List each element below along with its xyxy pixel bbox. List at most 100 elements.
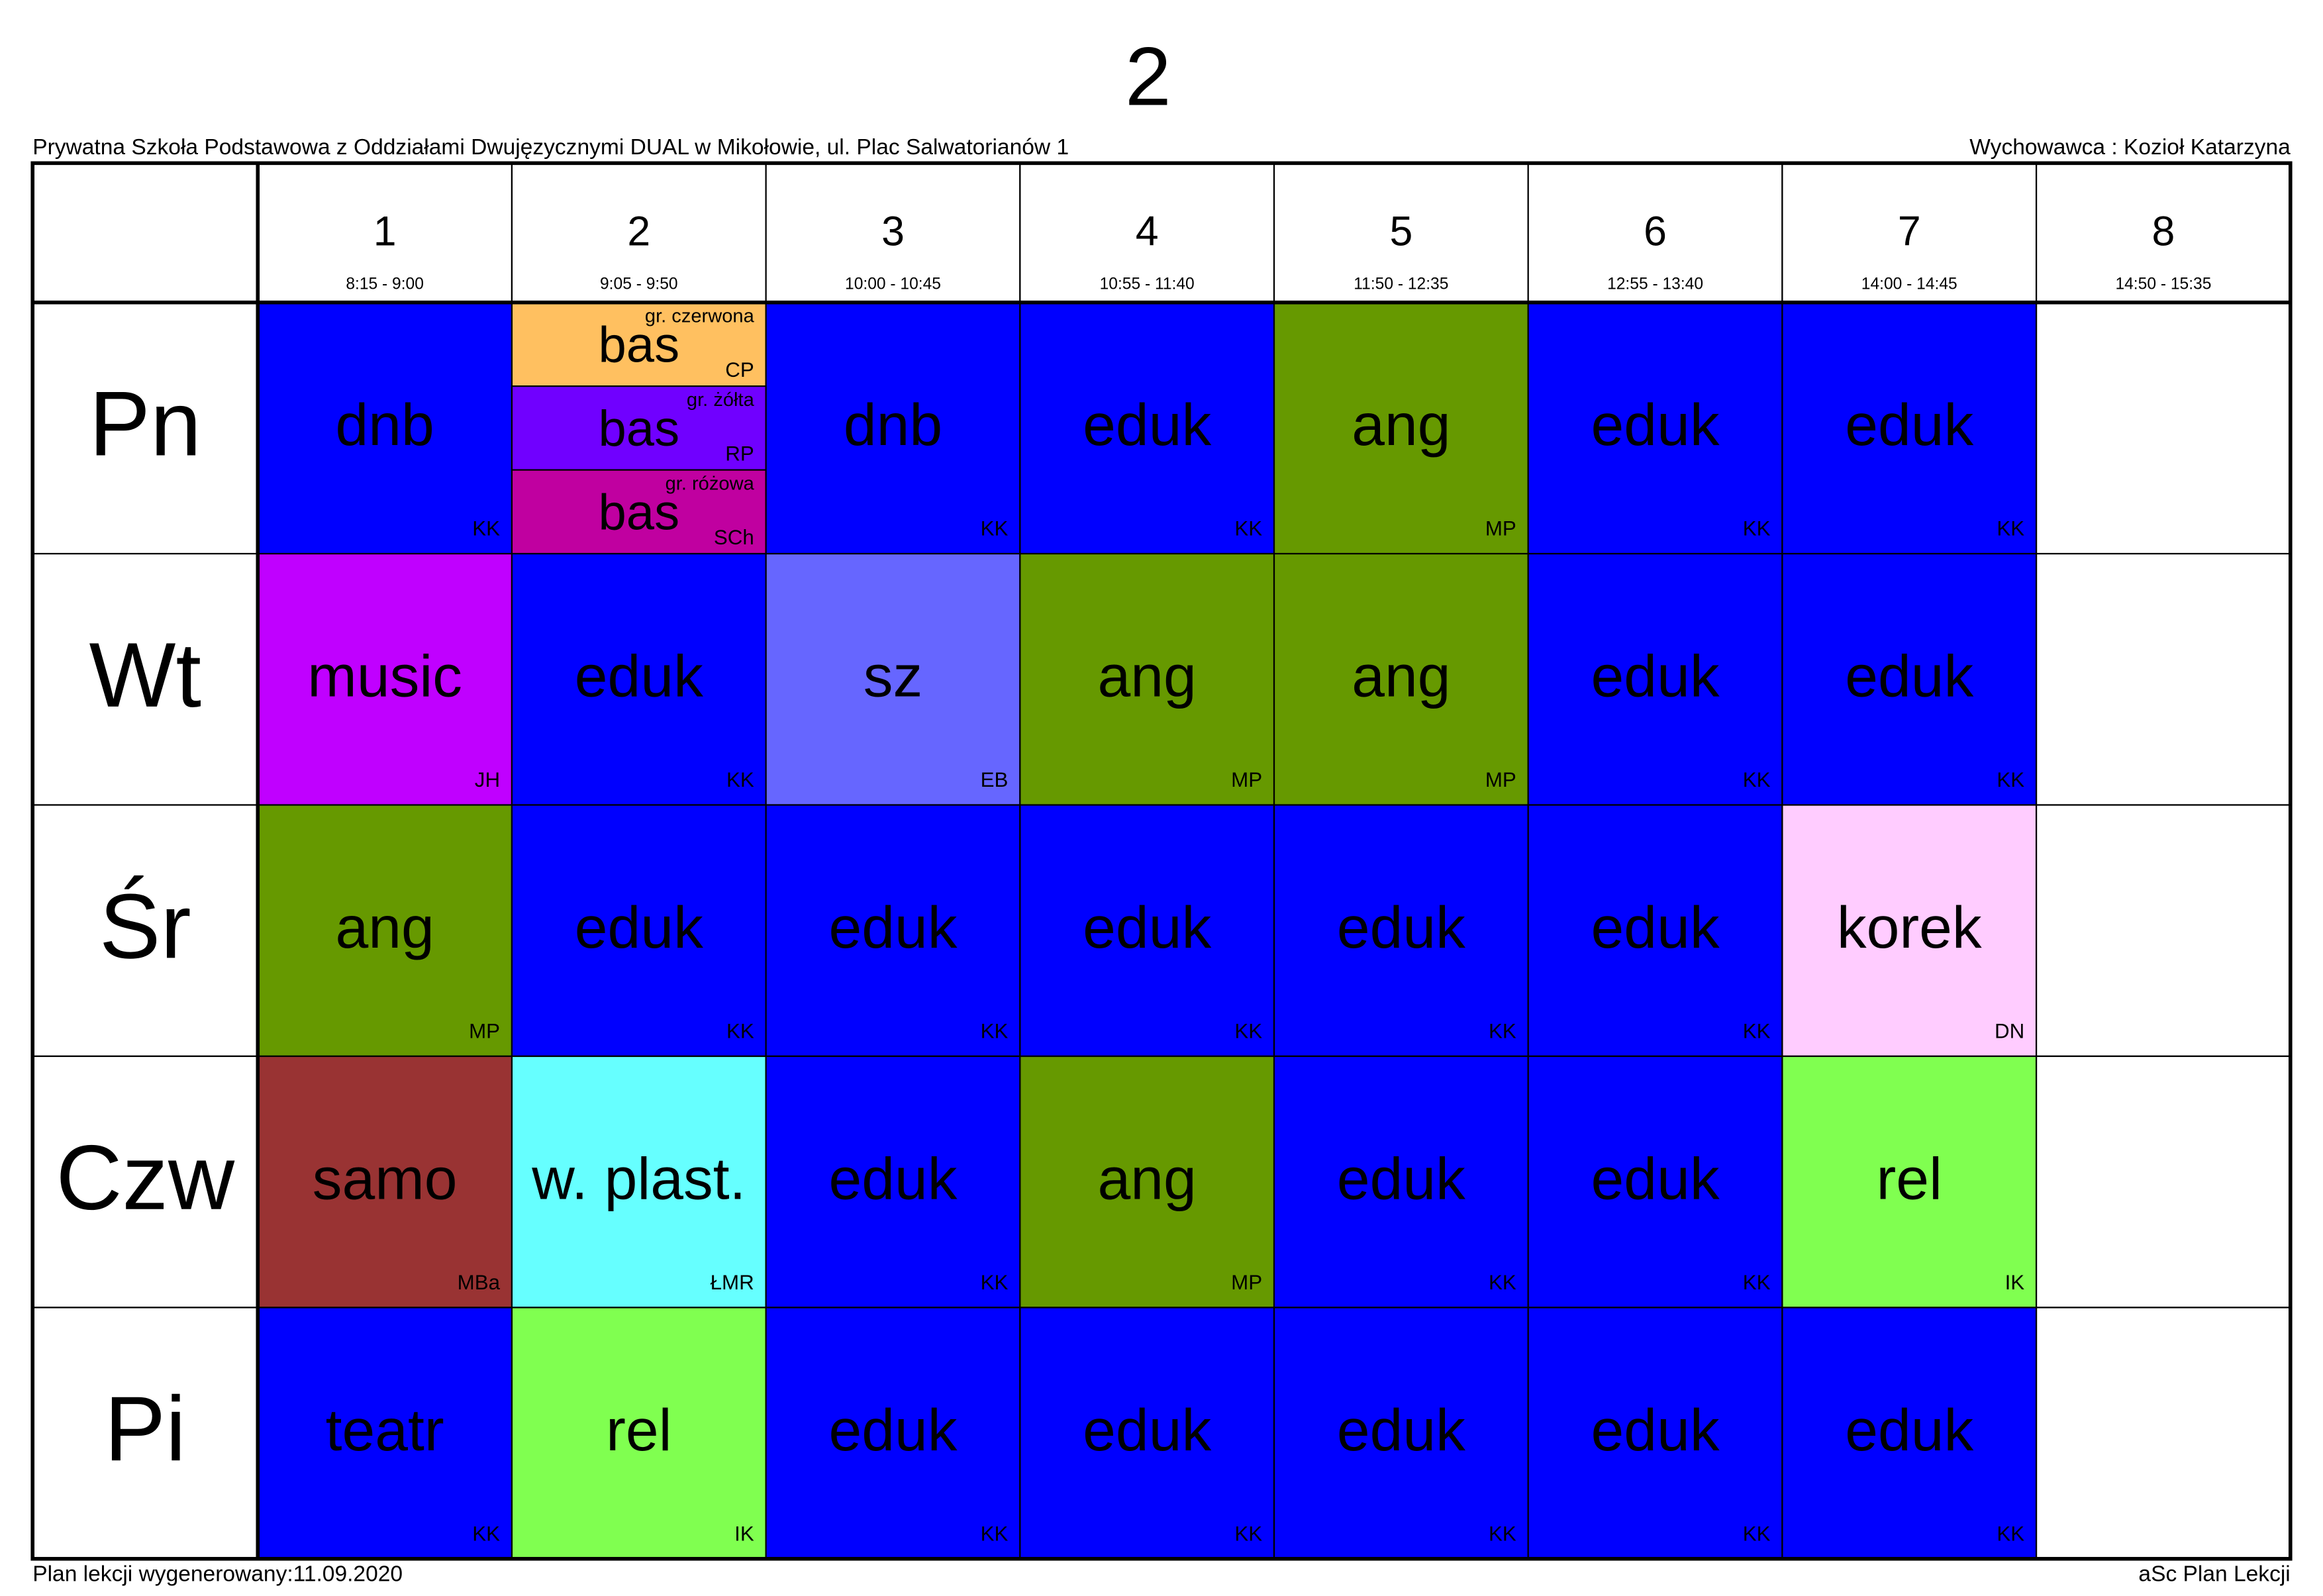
lesson-subject: bas xyxy=(598,317,679,374)
lesson-subject: eduk xyxy=(1845,1397,1973,1463)
lesson-teacher: KK xyxy=(726,768,754,791)
lesson-cell xyxy=(1781,552,2038,806)
period-number: 8 xyxy=(2152,208,2175,254)
day-name: Pi xyxy=(105,1377,186,1480)
lesson-group: gr. czerwona xyxy=(645,306,755,327)
lesson-cell xyxy=(1273,301,1529,555)
lesson-teacher: KK xyxy=(1743,1271,1771,1294)
period-time: 10:00 - 10:45 xyxy=(845,275,941,293)
lesson-teacher: RP xyxy=(725,442,754,466)
empty-cell xyxy=(2035,804,2291,1058)
lesson-teacher: KK xyxy=(472,1522,500,1545)
lesson-group: gr. różowa xyxy=(666,474,755,495)
lesson-subject: w. plast. xyxy=(531,1146,746,1212)
lesson-subject: eduk xyxy=(1337,1146,1465,1212)
lesson-teacher: KK xyxy=(1743,1019,1771,1042)
lesson-subject: samo xyxy=(313,1146,458,1212)
lesson-teacher: KK xyxy=(1234,1019,1262,1042)
lesson-subject: eduk xyxy=(1083,391,1211,458)
period-time: 10:55 - 11:40 xyxy=(1100,275,1195,293)
period-time: 11:50 - 12:35 xyxy=(1354,275,1448,293)
period-number: 7 xyxy=(1898,208,1921,254)
lesson-subject: dnb xyxy=(844,391,942,458)
lesson-subject: eduk xyxy=(1591,1146,1720,1212)
lesson-teacher: CP xyxy=(725,358,754,381)
period-header xyxy=(1781,162,2038,303)
period-time: 14:50 - 15:35 xyxy=(2115,275,2211,293)
lesson-group: gr. żółta xyxy=(687,389,755,411)
period-number: 6 xyxy=(1644,208,1667,254)
period-time: 12:55 - 13:40 xyxy=(1607,275,1703,293)
lesson-teacher: ŁMR xyxy=(711,1271,754,1294)
lesson-cell xyxy=(765,552,1021,806)
day-header xyxy=(32,552,259,806)
period-time: 14:00 - 14:45 xyxy=(1861,275,1957,293)
lesson-subject: bas xyxy=(598,485,679,541)
lesson-teacher: MP xyxy=(1231,1271,1262,1294)
lesson-subject: eduk xyxy=(575,643,703,709)
lesson-cell xyxy=(1781,804,2038,1058)
day-header xyxy=(32,1307,259,1560)
lesson-cell xyxy=(1781,1055,2038,1309)
lesson-cell xyxy=(1019,552,1275,806)
lesson-teacher: KK xyxy=(1997,768,2024,791)
lesson-teacher: KK xyxy=(1997,517,2024,540)
lesson-subject: eduk xyxy=(1845,391,1973,458)
lesson-teacher: MP xyxy=(469,1019,500,1042)
app-name: aSc Plan Lekcji xyxy=(2138,1562,2290,1586)
lesson-subject: eduk xyxy=(1845,643,1973,709)
lesson-teacher: EB xyxy=(981,768,1009,791)
lesson-subject: eduk xyxy=(1337,1397,1465,1463)
lesson-teacher: KK xyxy=(1743,517,1771,540)
lesson-teacher: KK xyxy=(1234,517,1262,540)
period-number: 1 xyxy=(373,208,397,254)
period-number: 4 xyxy=(1136,208,1159,254)
lesson-subject: bas xyxy=(598,401,679,457)
period-header xyxy=(765,162,1021,303)
lesson-cell xyxy=(765,804,1021,1058)
lesson-teacher: KK xyxy=(472,517,500,540)
lesson-teacher: KK xyxy=(726,1019,754,1042)
lesson-subject: music xyxy=(307,643,462,709)
lesson-subject: eduk xyxy=(1337,894,1465,960)
period-header xyxy=(257,162,513,303)
period-number: 3 xyxy=(881,208,905,254)
lesson-cell xyxy=(257,1307,513,1560)
lesson-cell xyxy=(1527,552,1783,806)
lesson-subject: eduk xyxy=(1591,1397,1720,1463)
lesson-teacher: KK xyxy=(981,517,1009,540)
day-name: Czw xyxy=(56,1126,234,1229)
lesson-cell xyxy=(511,804,767,1058)
lesson-subject: eduk xyxy=(828,1397,957,1463)
lesson-teacher: IK xyxy=(734,1522,754,1545)
day-header xyxy=(32,301,259,555)
lesson-subject: eduk xyxy=(1591,643,1720,709)
lesson-cell xyxy=(1781,301,2038,555)
period-header xyxy=(1019,162,1275,303)
lesson-subject: eduk xyxy=(1591,391,1720,458)
period-number: 5 xyxy=(1389,208,1412,254)
lesson-cell xyxy=(511,552,767,806)
lesson-cell xyxy=(1527,301,1783,555)
day-header xyxy=(32,1055,259,1309)
lesson-subject: ang xyxy=(1098,643,1197,709)
period-time: 9:05 - 9:50 xyxy=(600,275,678,293)
lesson-teacher: KK xyxy=(1743,1522,1771,1545)
generated-date: Plan lekcji wygenerowany:11.09.2020 xyxy=(32,1562,403,1586)
lesson-cell xyxy=(1527,804,1783,1058)
lesson-teacher: SCh xyxy=(714,526,754,549)
lesson-teacher: MBa xyxy=(458,1271,501,1294)
lesson-subject: ang xyxy=(1352,643,1450,709)
period-header xyxy=(2035,162,2291,303)
lesson-cell xyxy=(1273,552,1529,806)
lesson-subject: eduk xyxy=(1591,894,1720,960)
lesson-cell xyxy=(1273,1055,1529,1309)
lesson-teacher: JH xyxy=(475,768,500,791)
lesson-subject: ang xyxy=(1352,391,1450,458)
empty-cell xyxy=(2035,1055,2291,1309)
lesson-subject: rel xyxy=(1877,1146,1942,1212)
lesson-subject: eduk xyxy=(575,894,703,960)
lesson-cell xyxy=(257,1055,513,1309)
lesson-teacher: KK xyxy=(1234,1522,1262,1545)
lesson-subject: eduk xyxy=(828,894,957,960)
